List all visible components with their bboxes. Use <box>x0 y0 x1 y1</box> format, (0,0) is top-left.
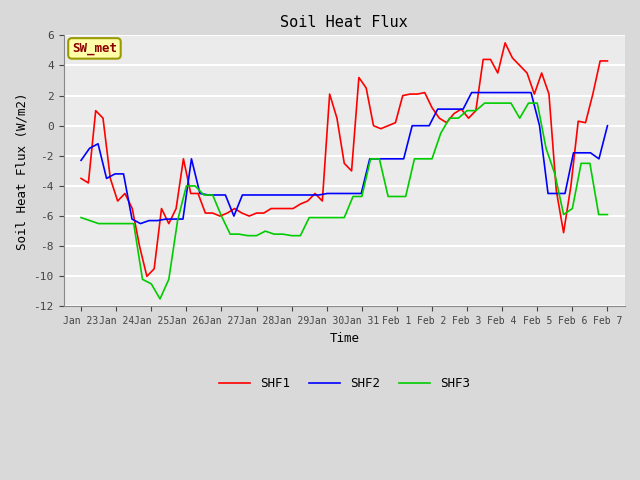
SHF3 <box>270 231 278 237</box>
SHF1 <box>260 210 268 216</box>
SHF3 <box>402 193 410 199</box>
SHF1 <box>545 91 553 97</box>
Y-axis label: Soil Heat Flux (W/m2): Soil Heat Flux (W/m2) <box>15 92 28 250</box>
Title: Soil Heat Flux: Soil Heat Flux <box>280 15 408 30</box>
Line: SHF2: SHF2 <box>81 93 607 224</box>
Text: SW_met: SW_met <box>72 42 117 55</box>
SHF1 <box>567 183 575 189</box>
Legend: SHF1, SHF2, SHF3: SHF1, SHF2, SHF3 <box>214 372 475 396</box>
SHF2 <box>468 90 476 96</box>
SHF1 <box>501 40 509 46</box>
SHF1 <box>143 274 150 279</box>
SHF1 <box>202 210 209 216</box>
SHF2 <box>451 106 458 112</box>
SHF3 <box>481 100 488 106</box>
SHF2 <box>604 123 611 129</box>
SHF2 <box>595 156 603 162</box>
SHF2 <box>349 191 356 196</box>
SHF3 <box>77 215 85 220</box>
SHF2 <box>230 213 237 219</box>
SHF3 <box>156 296 164 302</box>
SHF3 <box>209 192 216 198</box>
SHF3 <box>191 183 199 189</box>
SHF2 <box>137 221 145 227</box>
SHF2 <box>77 157 85 163</box>
X-axis label: Time: Time <box>329 332 359 345</box>
SHF3 <box>367 156 374 162</box>
SHF3 <box>551 171 559 177</box>
SHF2 <box>247 192 255 198</box>
Line: SHF3: SHF3 <box>81 103 607 299</box>
SHF3 <box>604 212 611 217</box>
SHF1 <box>77 176 85 181</box>
SHF1 <box>531 91 538 97</box>
SHF1 <box>348 168 355 174</box>
Line: SHF1: SHF1 <box>81 43 607 276</box>
SHF1 <box>604 58 611 64</box>
SHF2 <box>332 191 340 196</box>
